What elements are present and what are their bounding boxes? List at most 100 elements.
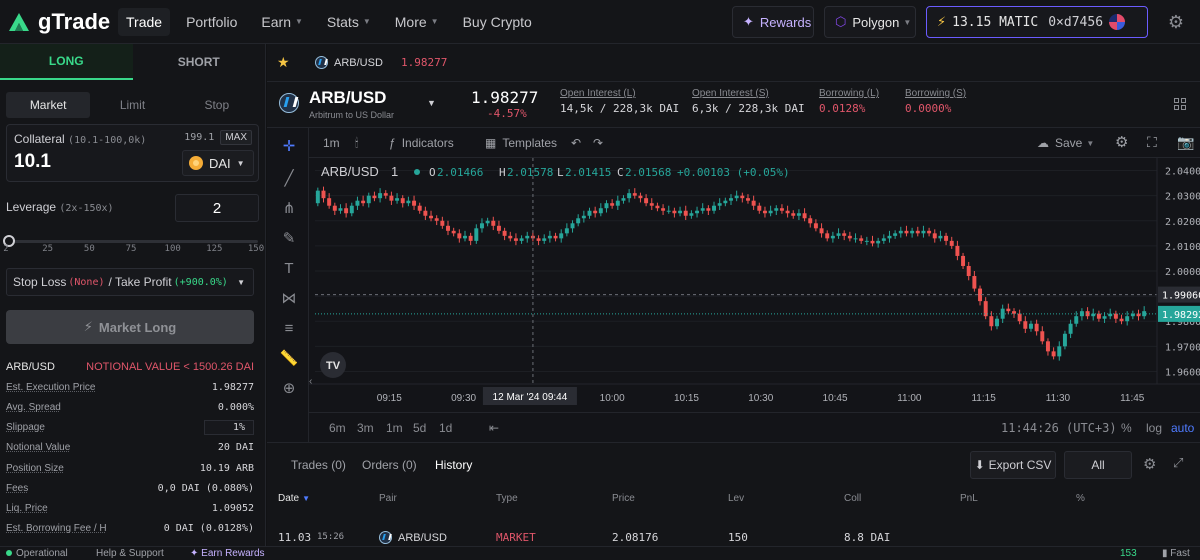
nav-item-portfolio[interactable]: Portfolio <box>186 14 237 30</box>
range-5d[interactable]: 5d <box>413 421 427 435</box>
candle <box>989 316 994 327</box>
tab-trades[interactable]: Trades (0) <box>291 458 346 472</box>
range-1m[interactable]: 1m <box>386 421 403 435</box>
candles-icon[interactable]: 🕯 <box>355 136 359 150</box>
sl-tp-dropdown[interactable]: Stop Loss (None) / Take Profit (+900.0%)… <box>6 268 254 296</box>
scroll-left-icon[interactable]: ‹ <box>309 376 312 387</box>
candle <box>547 235 552 239</box>
leverage-slider[interactable] <box>3 235 258 248</box>
column-header-pair[interactable]: Pair <box>379 493 397 504</box>
interval-button[interactable]: 1m <box>323 136 340 150</box>
slider-handle[interactable] <box>3 235 15 247</box>
long-tab[interactable]: LONG <box>0 44 133 80</box>
leverage-input[interactable]: 2 <box>175 194 259 222</box>
percent-toggle[interactable]: % <box>1121 421 1132 435</box>
time-tick-label: 09:15 <box>377 393 402 404</box>
column-header-date[interactable]: Date ▼ <box>278 493 310 504</box>
range-6m[interactable]: 6m <box>329 421 346 435</box>
nav-item-earn[interactable]: Earn ▼ <box>261 14 303 30</box>
market-long-button[interactable]: ⚡ Market Long <box>6 310 254 344</box>
tradingview-logo-icon[interactable]: TV <box>320 352 346 378</box>
slider-track <box>8 240 258 243</box>
fib-icon[interactable]: ⋔ <box>282 200 296 217</box>
legend-change: +0.00103 (+0.05%) <box>677 166 790 179</box>
nav-item-buy-crypto[interactable]: Buy Crypto <box>463 14 532 30</box>
undo-icon[interactable]: ↶ <box>571 136 582 150</box>
candle <box>1045 341 1050 352</box>
settings-gear-icon[interactable]: ⚙ <box>1167 11 1185 32</box>
ticker-item[interactable]: ARB/USD <box>315 56 383 69</box>
order-type-limit[interactable]: Limit <box>119 98 146 112</box>
expand-icon[interactable]: ⤢ <box>1173 455 1184 470</box>
brush-icon[interactable]: ✎ <box>282 230 296 247</box>
column-header-lev[interactable]: Lev <box>728 493 744 504</box>
trendline-icon[interactable]: ╱ <box>284 170 294 187</box>
market-stat-label[interactable]: Borrowing (S) <box>905 88 967 99</box>
pattern-icon[interactable]: ⋈ <box>281 290 297 307</box>
ruler-icon[interactable]: 📏 <box>279 350 299 367</box>
market-change: -4.57% <box>487 107 527 120</box>
chart-settings-icon[interactable]: ⚙ <box>1115 134 1129 151</box>
save-button[interactable]: ☁ Save ▼ <box>1037 136 1094 150</box>
slippage-input[interactable]: 1% <box>203 420 254 436</box>
redo-icon[interactable]: ↷ <box>593 136 604 150</box>
leverage-tick: 50 <box>83 244 95 254</box>
table-settings-icon[interactable]: ⚙ <box>1143 456 1157 473</box>
prediction-icon[interactable]: ≡ <box>284 319 294 337</box>
export-csv-button[interactable]: ⬇ Export CSV <box>970 451 1056 479</box>
wallet-button[interactable]: ⚡ 13.15 MATIC 0×d7456 <box>926 6 1148 38</box>
candle <box>463 235 467 239</box>
text-icon[interactable]: T <box>284 259 294 277</box>
status-indicator[interactable]: Operational <box>6 548 68 559</box>
column-header-price[interactable]: Price <box>612 493 635 504</box>
auto-toggle[interactable]: auto <box>1171 421 1195 435</box>
range-1d[interactable]: 1d <box>439 421 453 435</box>
crosshair-icon[interactable]: ✛ <box>282 138 296 155</box>
column-header-type[interactable]: Type <box>496 493 518 504</box>
layout-grid-icon[interactable] <box>1174 98 1186 110</box>
tab-history[interactable]: History <box>435 458 473 472</box>
nav-item-trade[interactable]: Trade <box>118 7 171 36</box>
trade-collateral: 8.8 DAI <box>844 531 891 544</box>
download-icon: ⬇ <box>974 458 985 472</box>
earn-rewards-link[interactable]: ✦ Earn Rewards <box>190 548 265 559</box>
range-3m[interactable]: 3m <box>357 421 374 435</box>
market-pair[interactable]: ARB/USD <box>309 88 387 107</box>
column-header-coll[interactable]: Coll <box>844 493 861 504</box>
camera-icon[interactable]: 📷 <box>1177 134 1195 150</box>
collateral-token-select[interactable]: DAI ▼ <box>182 150 254 176</box>
market-stat-label[interactable]: Borrowing (L) <box>819 88 880 99</box>
help-link[interactable]: Help & Support <box>96 548 164 559</box>
rewards-button[interactable]: ✦ Rewards <box>732 6 814 38</box>
column-header-pct[interactable]: % <box>1076 493 1085 504</box>
collateral-input[interactable]: 10.1 <box>14 151 51 172</box>
candle <box>1096 313 1101 319</box>
nav-item-stats[interactable]: Stats ▼ <box>327 14 371 30</box>
column-header-pnl[interactable]: PnL <box>960 493 978 504</box>
market-stat-label[interactable]: Open Interest (L) <box>560 88 636 99</box>
nav-item-more[interactable]: More ▼ <box>395 14 439 30</box>
filter-all-button[interactable]: All <box>1064 451 1132 479</box>
wallet-address: 0×d7456 <box>1048 14 1104 30</box>
fullscreen-icon[interactable]: ⛶ <box>1147 134 1157 150</box>
network-selector[interactable]: ⬡ Polygon ▼ <box>824 6 916 38</box>
price-chart[interactable]: 2.04000 2.03000 2.02000 2.01000 2.00000 1.990… <box>309 158 1200 412</box>
summary-row: Fees 0,0 DAI (0.080%) <box>6 478 254 498</box>
order-type-stop[interactable]: Stop <box>204 98 230 112</box>
star-icon[interactable]: ★ <box>277 54 290 70</box>
pair-dropdown-icon[interactable]: ▼ <box>427 98 436 108</box>
log-toggle[interactable]: log <box>1146 421 1163 435</box>
order-type-market[interactable]: Market <box>6 92 91 118</box>
candle <box>564 228 569 234</box>
logo[interactable]: gTrade <box>6 9 126 35</box>
indicators-button[interactable]: ƒ Indicators <box>389 136 454 150</box>
tab-orders[interactable]: Orders (0) <box>362 458 417 472</box>
zoom-icon[interactable]: ⊕ <box>282 380 296 397</box>
market-stat-label[interactable]: Open Interest (S) <box>692 88 769 99</box>
date-range-icon[interactable]: ⇤ <box>489 421 500 435</box>
candle <box>423 210 428 216</box>
time-tick-label: 11:45 <box>1120 393 1145 404</box>
max-button[interactable]: MAX <box>220 130 252 145</box>
short-tab[interactable]: SHORT <box>177 55 220 69</box>
templates-button[interactable]: ▦ Templates <box>485 136 557 150</box>
